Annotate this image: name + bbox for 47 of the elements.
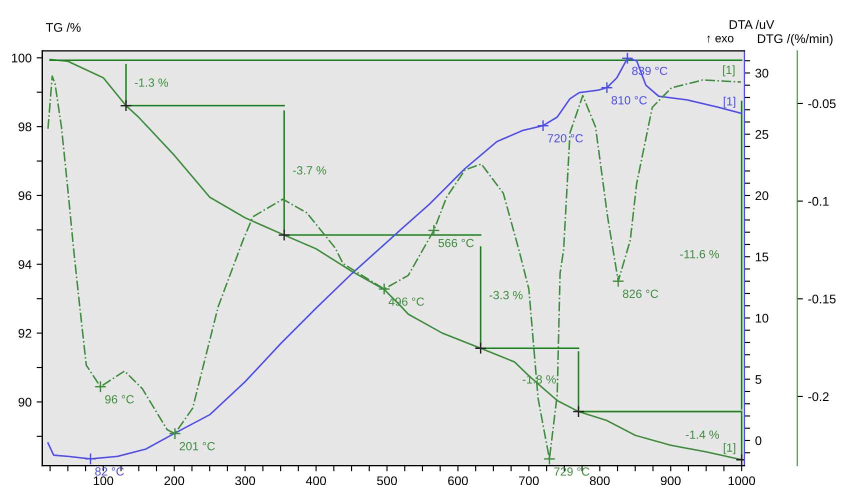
x-tick-label: 300 (235, 476, 256, 485)
y2-axis-title: DTA /uV (730, 20, 774, 30)
x-tick-label: 100 (94, 476, 114, 485)
annotation: [1] (724, 443, 736, 454)
y-tick-label: 92 (18, 328, 32, 338)
x-tick-label: 700 (519, 476, 539, 485)
annotation: [1] (723, 65, 735, 76)
annotation: -11.6 % (680, 250, 720, 258)
annotation: -1.4 % (686, 430, 719, 439)
y2-tick-label: 20 (756, 191, 768, 200)
y3-axis-title: DTG /(%/min) (758, 34, 833, 46)
x-tick-label: 900 (660, 476, 681, 485)
y2-tick-label: 10 (756, 314, 768, 323)
x-tick-label: 400 (306, 476, 326, 485)
y-tick-label: 100 (12, 54, 32, 62)
y3-tick-label: -0.15 (808, 294, 836, 304)
y-tick-label: 94 (18, 260, 32, 269)
y2-tick-label: 0 (755, 436, 762, 446)
annotation: -1.3 % (134, 78, 168, 87)
annotation: [1] (724, 96, 736, 108)
annotation: 96 °C (105, 395, 134, 404)
x-tick-label: 800 (590, 476, 610, 485)
annotation: 566 °C (438, 238, 474, 248)
y2-tick-label: 30 (755, 68, 768, 78)
y3-tick-label: -0.1 (808, 196, 829, 206)
x-tick-label: 600 (448, 476, 468, 485)
x-tick-label: 1000 (728, 476, 756, 485)
x-tick-label: 500 (377, 476, 397, 485)
y-tick-label: 90 (18, 398, 32, 407)
text: 729 °C (554, 467, 590, 476)
annotation: 810 °C (612, 96, 647, 104)
annotation: 826 °C (622, 290, 658, 298)
y-axis-title: TG /% (46, 22, 81, 32)
y2-tick-label: 25 (756, 130, 768, 139)
text: 82 °C (95, 467, 124, 476)
y2-tick-label: 5 (755, 375, 762, 384)
x-tick-label: 200 (164, 476, 184, 485)
y3-tick-label: -0.05 (808, 99, 836, 108)
annotation: -3.3 % (489, 290, 523, 300)
annotation: -3.7 % (293, 166, 326, 175)
y-tick-label: 96 (18, 191, 32, 200)
annotation: 720 °C (548, 134, 583, 142)
y3-tick-label: -0.2 (808, 392, 829, 402)
y2-tick-label: 15 (756, 252, 768, 262)
text: ↑ exo (707, 36, 734, 43)
y-tick-label: 98 (18, 122, 32, 132)
annotation: 201 °C (180, 442, 215, 450)
